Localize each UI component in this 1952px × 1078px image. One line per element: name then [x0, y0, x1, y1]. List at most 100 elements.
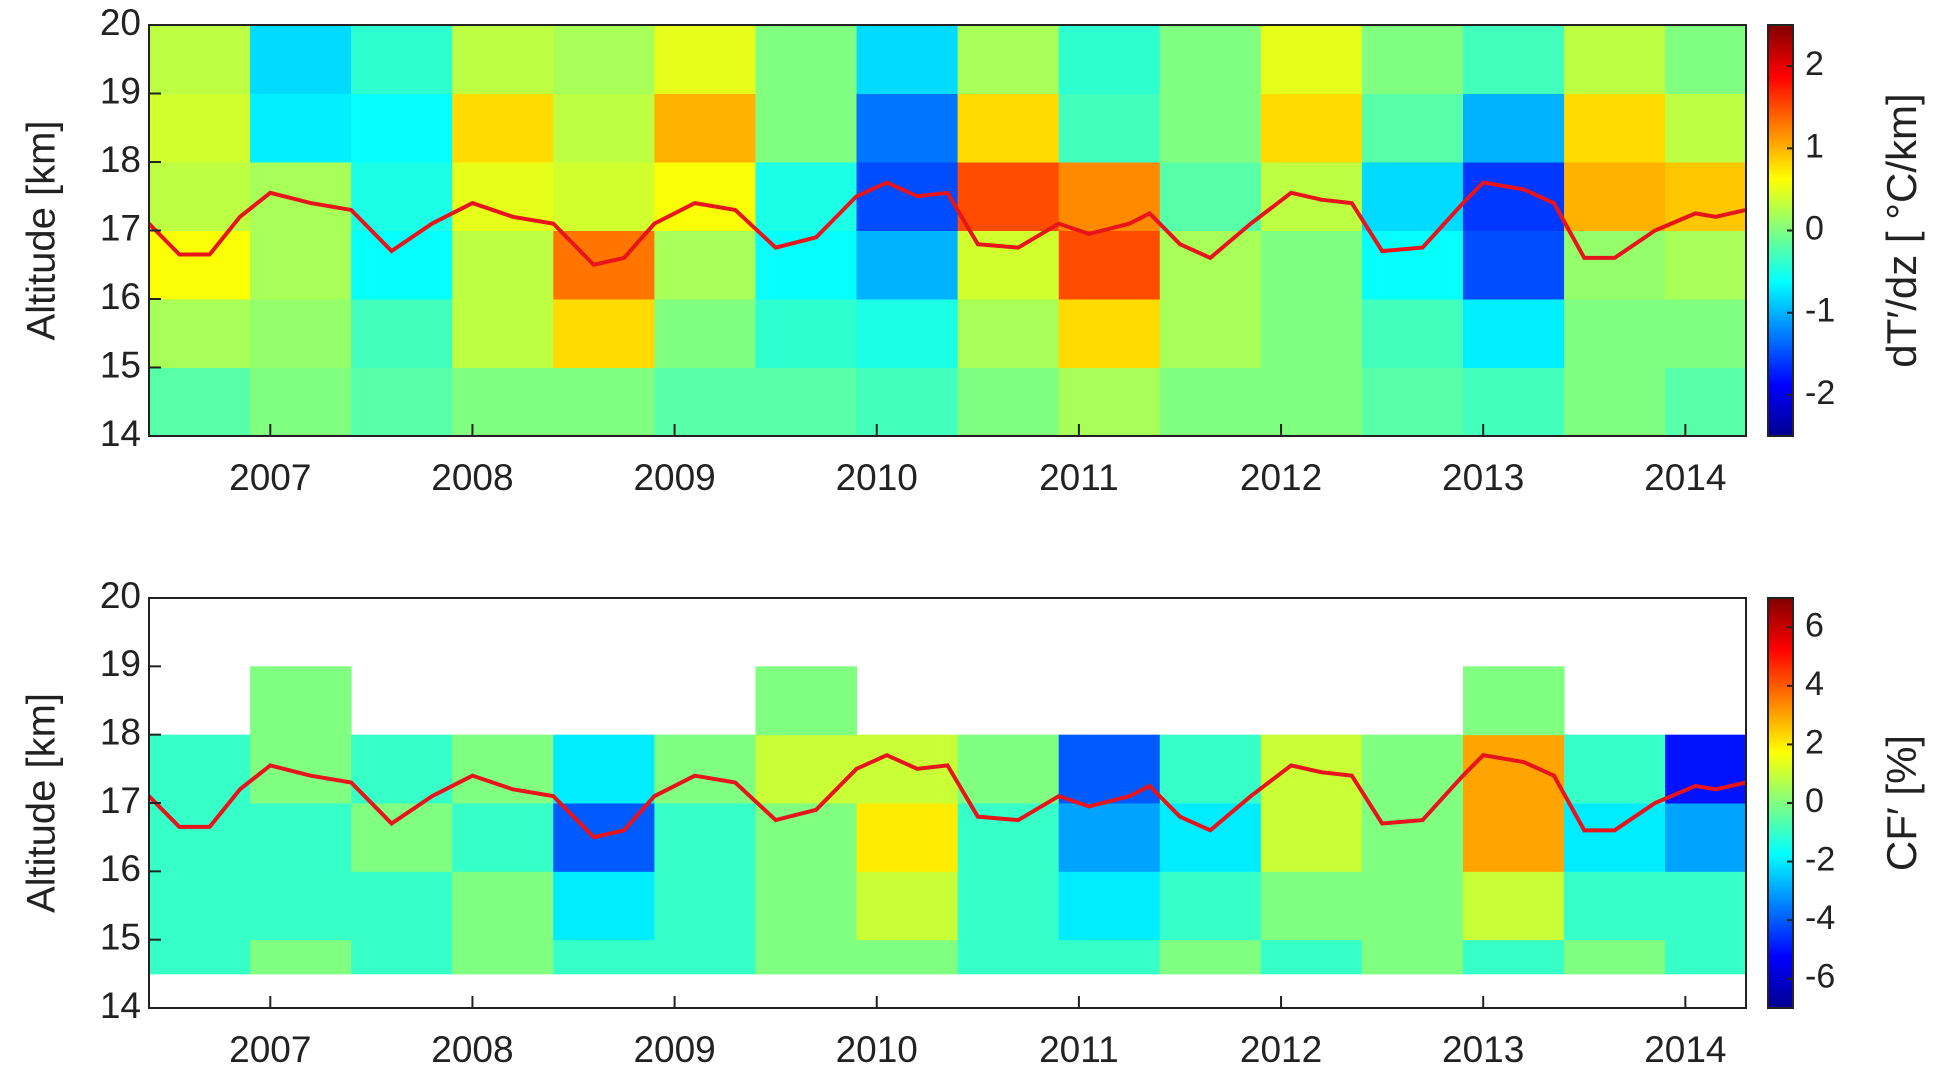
field-cell [1058, 162, 1161, 231]
field-cell [1665, 871, 1747, 941]
field-cell [1361, 299, 1464, 368]
field-cell [149, 93, 251, 163]
field-cell [250, 939, 352, 975]
field-cell [957, 734, 1060, 804]
field-cell [351, 299, 453, 368]
y-axis-label: Altitude [km] [20, 693, 64, 913]
field-cell [452, 939, 554, 975]
colorbar [1767, 24, 1794, 437]
field-cell [957, 299, 1060, 368]
field-cell [452, 871, 554, 941]
x-tick-label: 2008 [431, 1029, 513, 1070]
field-cell [1462, 939, 1565, 975]
field-cell [654, 25, 756, 94]
x-tick-label: 2009 [633, 1029, 715, 1070]
field-cell [957, 939, 1060, 975]
colorbar-tick-label: -6 [1805, 958, 1835, 996]
x-tick-label: 2014 [1644, 457, 1726, 498]
colorbar-tick-label: 6 [1805, 606, 1824, 644]
x-tick-label: 2013 [1442, 457, 1524, 498]
field-cell [1260, 93, 1363, 163]
field-cell [856, 734, 959, 804]
field-cell [856, 25, 959, 94]
field-cell [1462, 803, 1565, 872]
field-cell [1058, 803, 1161, 872]
x-tick-label: 2007 [229, 1029, 311, 1070]
field-cell [149, 871, 251, 941]
field-cell [755, 299, 858, 368]
tropopause-line [147, 180, 1747, 267]
field-cell [957, 93, 1060, 163]
field-cell [149, 162, 251, 231]
field-cell [1665, 93, 1747, 163]
field-cell [351, 803, 453, 872]
y-tick-label: 18 [100, 711, 141, 752]
y-tick-label: 14 [100, 985, 141, 1026]
field-cell [1058, 871, 1161, 941]
field-cell [351, 230, 453, 300]
field-cell [755, 939, 858, 975]
field-cell [553, 734, 655, 804]
y-tick-label: 15 [100, 916, 141, 957]
field-cell [755, 162, 858, 231]
field-cell [1058, 367, 1161, 437]
field-cell [452, 25, 554, 94]
field-cell [250, 25, 352, 94]
field-cell [1159, 299, 1262, 368]
field-cell [1361, 93, 1464, 163]
field-cell [1564, 939, 1666, 975]
field-cell [957, 803, 1060, 872]
field-cell [1665, 25, 1747, 94]
x-tick-label: 2012 [1240, 457, 1322, 498]
field-cell [654, 299, 756, 368]
field-cell [1564, 367, 1666, 437]
field-cell [452, 299, 554, 368]
field-cell [1159, 734, 1262, 804]
field-cell [351, 25, 453, 94]
field-cell [1260, 803, 1363, 872]
field-cell [654, 162, 756, 231]
field-cell [856, 939, 959, 975]
field-cell [452, 230, 554, 300]
colorbar-tick-label: 0 [1805, 782, 1824, 820]
y-tick-label: 19 [100, 643, 141, 684]
field-cell [149, 939, 251, 975]
field-cell [1564, 734, 1666, 804]
field-cell [654, 93, 756, 163]
field-cell [1564, 299, 1666, 368]
colorbar-label: CF′ [%] [1878, 735, 1925, 871]
field-cell [654, 230, 756, 300]
field-cell [957, 871, 1060, 941]
field-cell [1462, 162, 1565, 231]
y-tick-label: 17 [100, 780, 141, 821]
field-cell [1260, 230, 1363, 300]
field-cell [1159, 93, 1262, 163]
field-cell [351, 367, 453, 437]
colorbar-tick-label: 4 [1805, 665, 1824, 703]
field-cell [553, 162, 655, 231]
field-cell [553, 25, 655, 94]
field-cell [250, 299, 352, 368]
field-cell [1462, 871, 1565, 941]
colorbar-tick-label: -2 [1805, 841, 1835, 879]
field-cell [1361, 939, 1464, 975]
field-cell [1260, 367, 1363, 437]
field-cell [452, 93, 554, 163]
x-tick-label: 2009 [633, 457, 715, 498]
field-cell [1361, 803, 1464, 872]
field-cell [856, 299, 959, 368]
field-cell [1462, 25, 1565, 94]
field-cell [654, 939, 756, 975]
field-cell [250, 93, 352, 163]
field-cell [1058, 939, 1161, 975]
field-cell [1361, 871, 1464, 941]
field-cell [1564, 25, 1666, 94]
field-cell [856, 162, 959, 231]
colorbar-tick-label: 2 [1805, 723, 1824, 761]
field-cell [856, 803, 959, 872]
field-cell [1564, 803, 1666, 872]
y-tick-label: 14 [100, 413, 141, 454]
field-cell [1058, 93, 1161, 163]
field-cell [1564, 871, 1666, 941]
